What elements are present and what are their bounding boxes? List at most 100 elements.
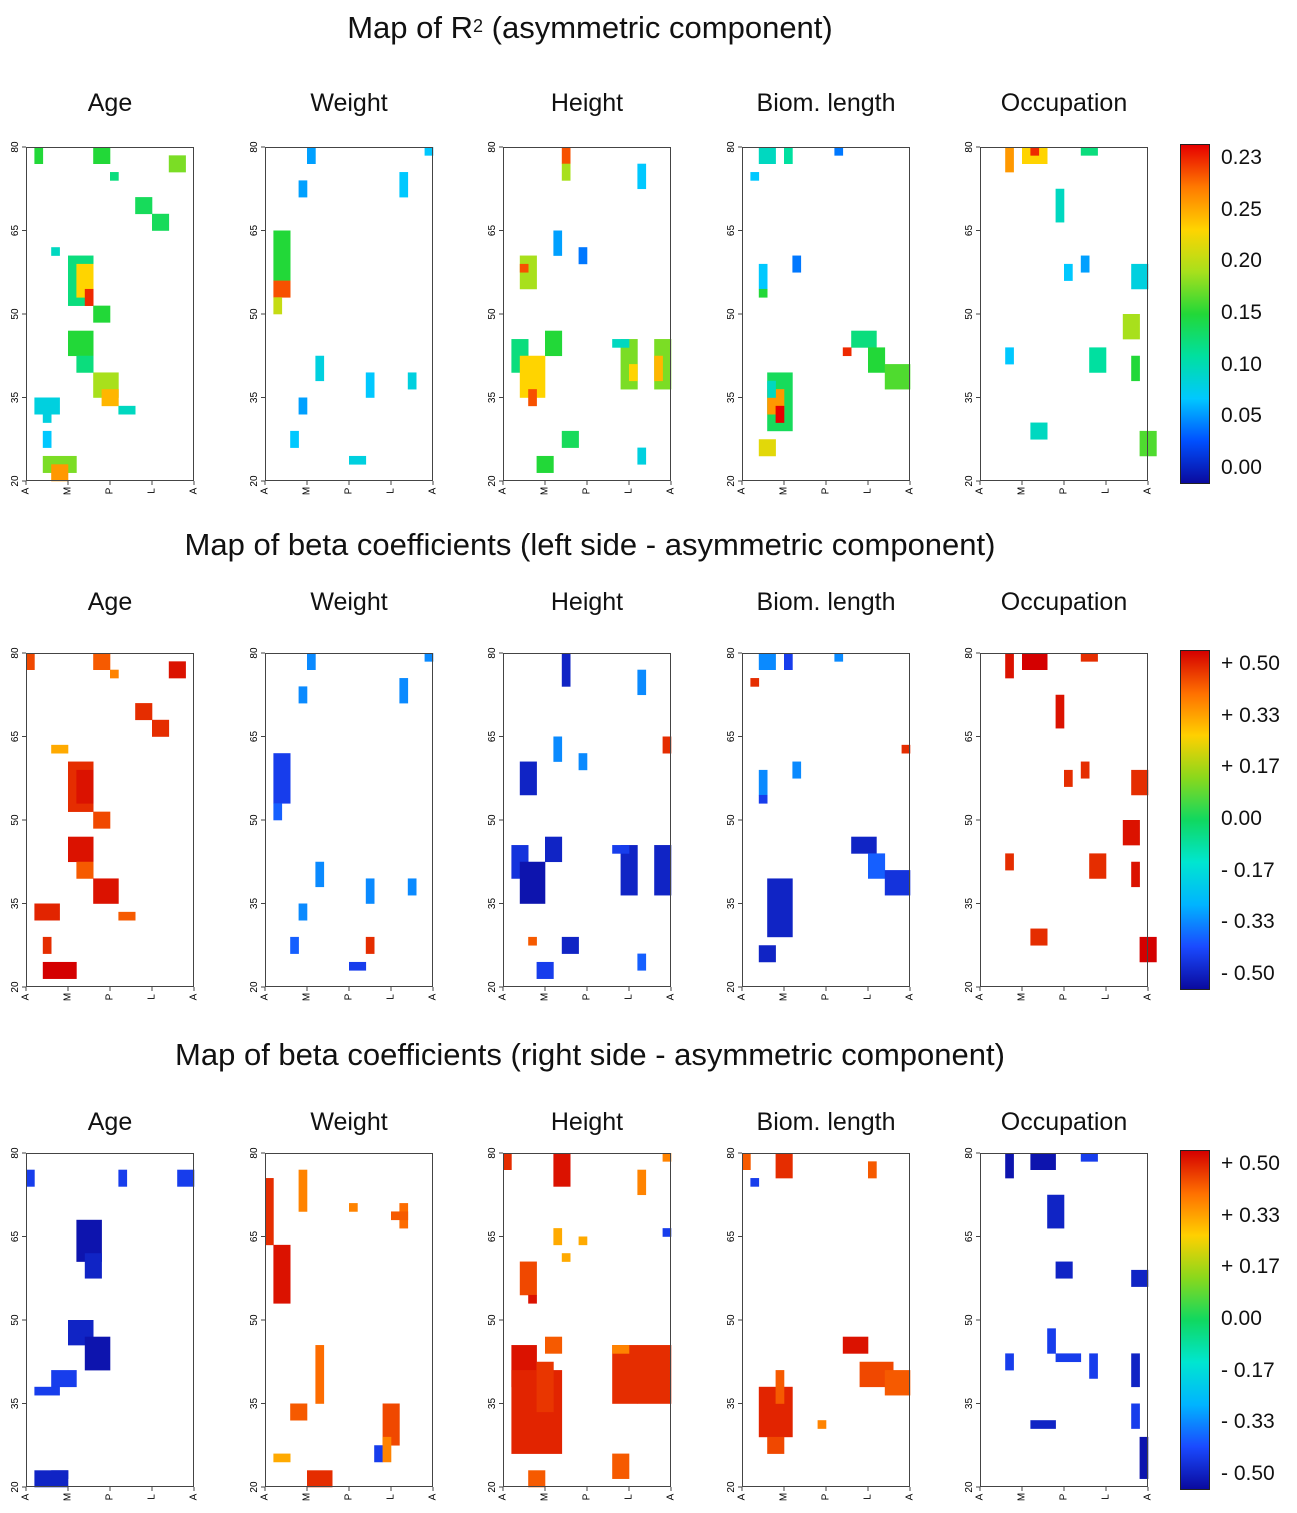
y-tick-label: 50 (726, 308, 737, 320)
x-tick-label: A (21, 487, 32, 494)
heatmap-cell (382, 1436, 392, 1463)
x-tick-label: P (821, 487, 832, 494)
heatmap-panel: 20 35 50 65 80 A M P L A (249, 1147, 439, 1501)
x-tick-label: L (863, 488, 874, 494)
y-tick-label: 20 (487, 1481, 498, 1493)
x-tick-label: L (147, 1494, 158, 1500)
heatmap-cell (750, 1178, 760, 1187)
plot-frame (742, 1153, 910, 1487)
heatmap-cell (637, 669, 647, 696)
colorbar-label: - 0.33 (1221, 910, 1275, 934)
heatmap-svg: 20 35 50 65 80 A M P L A (964, 141, 1157, 495)
y-tick-label: 50 (249, 1314, 260, 1326)
section-title-r2: Map of R2 (asymmetric component) (0, 10, 1180, 46)
heatmap-cell (93, 305, 111, 323)
y-tick-label: 50 (964, 308, 975, 320)
heatmap-svg: 20 35 50 65 80 A M P L A (726, 647, 916, 1001)
heatmap-cell (758, 263, 768, 290)
panel-label: Biom. length (756, 1108, 896, 1136)
heatmap-cell (273, 280, 291, 298)
heatmap-cell (775, 405, 785, 423)
colorbar-label: 0.15 (1221, 301, 1262, 324)
heatmap-svg: 20 35 50 65 80 A M P L A (10, 647, 200, 1001)
heatmap-cell (42, 936, 52, 954)
y-tick-label: 35 (249, 392, 260, 404)
y-tick-label: 65 (726, 1231, 737, 1243)
heatmap-panel: 20 35 50 65 80 A M P L A (487, 647, 677, 1001)
heatmap-cell (1005, 147, 1014, 173)
x-tick-label: L (386, 1494, 397, 1500)
heatmap-cell (315, 355, 325, 382)
x-tick-label: A (905, 993, 916, 1000)
heatmap-cell (612, 1345, 638, 1404)
panel-label: Occupation (1000, 588, 1128, 616)
colorbar-label: + 0.33 (1221, 1203, 1280, 1227)
heatmap-cell (767, 878, 793, 938)
y-tick-label: 20 (249, 475, 260, 487)
heatmap-cell (152, 213, 170, 231)
plot-frame (980, 653, 1148, 987)
y-tick-label: 65 (726, 731, 737, 743)
colorbar-label: - 0.50 (1221, 962, 1275, 985)
y-tick-label: 50 (726, 814, 737, 826)
y-tick-label: 20 (726, 475, 737, 487)
heatmap-cell (76, 355, 94, 373)
y-tick-label: 65 (487, 1231, 498, 1243)
y-tick-label: 35 (487, 898, 498, 910)
y-tick-label: 80 (10, 141, 21, 153)
x-tick-label: A (260, 993, 271, 1000)
heatmap-cell (561, 653, 571, 687)
heatmap-cell (637, 447, 647, 465)
heatmap-cell (365, 878, 375, 904)
heatmap-panel: 20 35 50 65 80 A M P L A (10, 141, 200, 495)
y-tick-label: 20 (487, 981, 498, 993)
x-tick-label: M (779, 487, 790, 495)
heatmap-cell (307, 147, 316, 164)
x-tick-label: A (21, 993, 32, 1000)
y-tick-label: 65 (249, 225, 260, 237)
heatmap-cell (34, 147, 44, 164)
heatmap-cell (110, 669, 119, 679)
heatmap-cell (519, 761, 537, 796)
heatmap-cell (817, 1420, 827, 1429)
heatmap-svg: 20 35 50 65 80 A M P L A (249, 647, 439, 1001)
heatmap-cell (758, 147, 776, 164)
heatmap-cell (884, 364, 911, 390)
y-tick-label: 80 (964, 647, 975, 659)
heatmap-cell (545, 1336, 563, 1354)
heatmap-cell (637, 163, 647, 190)
heatmap-cell (662, 1228, 672, 1237)
heatmap-cell (536, 961, 554, 979)
plot-frame (26, 1153, 194, 1487)
x-tick-label: M (302, 487, 313, 495)
heatmap-cell (290, 1403, 308, 1421)
heatmap-cell (884, 870, 911, 896)
heatmap-cell (545, 836, 563, 863)
heatmap-cell (545, 330, 563, 357)
x-tick-label: A (428, 487, 439, 494)
heatmap-cell (26, 1169, 35, 1187)
y-tick-label: 50 (964, 1314, 975, 1326)
x-tick-label: P (344, 1493, 355, 1500)
panel-label: Height (550, 588, 624, 616)
heatmap-cell (1080, 255, 1090, 273)
heatmap-cell (382, 1403, 400, 1446)
heatmap-cell (1080, 653, 1098, 662)
heatmap-cell (135, 703, 153, 721)
y-tick-label: 35 (726, 898, 737, 910)
y-tick-label: 65 (726, 225, 737, 237)
heatmap-cell (834, 147, 844, 156)
heatmap-cell (884, 1370, 911, 1396)
x-tick-label: A (666, 993, 677, 1000)
y-tick-label: 35 (249, 898, 260, 910)
x-tick-label: P (582, 487, 593, 494)
x-tick-label: L (1101, 994, 1112, 1000)
heatmap-cell (298, 1169, 308, 1212)
heatmap-cell (578, 753, 588, 771)
x-tick-label: A (260, 1493, 271, 1500)
heatmap-cell (1131, 1353, 1140, 1388)
heatmap-cell (758, 769, 768, 796)
colorbar-label: 0.00 (1221, 456, 1262, 479)
heatmap-cell (758, 794, 768, 804)
heatmap-cell (407, 878, 417, 896)
